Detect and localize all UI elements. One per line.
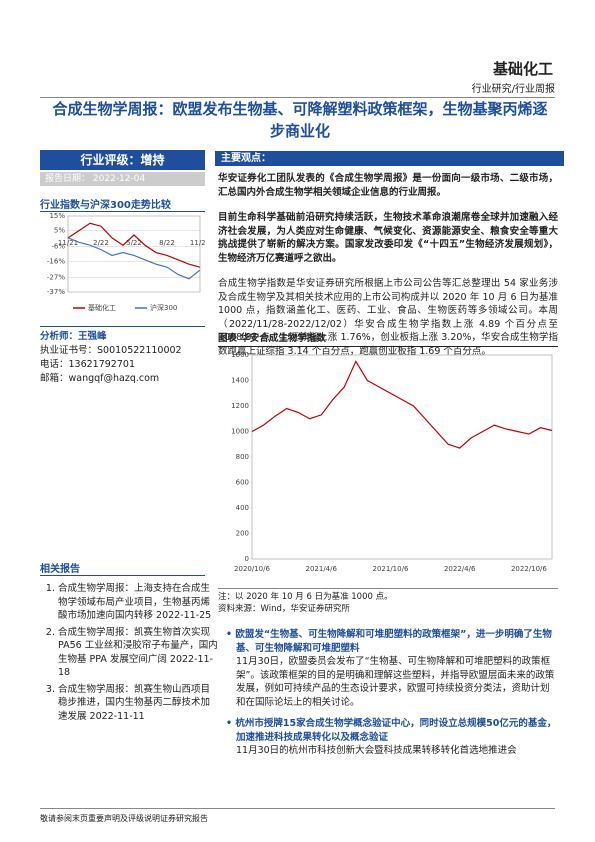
paragraph: 目前生命科学基础前沿研究持续活跃，生物技术革命浪潮席卷全球并加速融入经济社会发展… [218,212,558,264]
bullet-body: 11月30日，欧盟委员会发布了“生物基、可生物降解和可堆肥塑料的政策框架”。该政… [236,656,555,708]
x-tick-label: 5/22 [126,239,142,247]
analyst-line: 邮箱：wangqf@hazq.com [40,373,160,384]
bullet-dot: • [226,718,236,729]
bullet-heading: • 杭州市授牌15家合成生物学概念验证中心，同时设立总规模50亿元的基金，加速推… [218,717,558,744]
y-tick-label: 600 [236,479,249,487]
analyst-name: 分析师：王强峰 [40,331,107,342]
bullets: • 欧盟发“生物基、可生物降解和可堆肥塑料的政策框架”，进一步明确了生物基、可生… [218,628,558,758]
main-text: 华安证券化工团队发表的《合成生物学周报》是一份面向一级市场、二级市场，汇总国内外… [218,172,558,358]
plot-frame [67,215,201,293]
bullet-dot: • [226,629,236,640]
analyst-line: 执业证书号：S0010522110002 [40,345,182,356]
y-tick-label: -37% [47,288,65,296]
bullet-heading-text: 杭州市授牌15家合成生物学概念验证中心，同时设立总规模50亿元的基金，加速推进科… [235,718,557,743]
x-tick-label: 2021/4/6 [306,565,338,573]
legend-label: 基础化工 [88,303,116,312]
series-line [251,360,553,449]
y-tick-label: 1600 [231,351,249,359]
related-item: 合成生物学周报：凯赛生物山西项目稳步推进，国内生物基丙二醇技术加速发展 2022… [58,683,218,724]
analyst-rule [40,326,205,327]
bullet-heading-text: 欧盟发“生物基、可生物降解和可堆肥塑料的政策框架”，进一步明确了生物基、可生物降… [235,629,552,654]
sector: 基础化工 [492,60,553,78]
footer: 敬请参阅末页重要声明及评级说明证券研究报告 [40,808,555,824]
x-tick-label: 11/22 [190,239,205,247]
index-chart: 15% 5% -6% -16% -27% -37% 11/21 2/22 5/22 8/22 11/… [47,212,205,312]
related-item: 合成生物学周报：凯赛生物首次实现 PA56 工业丝和浸胶帘子布量产，国内生物基 … [58,626,218,680]
main-title: 主要观点： [215,151,564,166]
date-label: 报告日期： [45,174,91,184]
plot-frame [251,354,553,560]
y-tick-label: 800 [236,453,249,461]
figure-note: 注：以 2020 年 10 月 6 日为基准 1000 点。 资料来源：Wind… [218,588,558,615]
report-title: 合成生物学周报：欧盟发布生物基、可降解塑料政策框架，生物基聚丙烯逐步商业化 [52,100,548,140]
index-section: 行业指数与沪深300走势比较 [40,196,205,212]
related-list: 合成生物学周报：上海支持在合成生物学领域布局产业项目，生物基丙烯酸市场加速向国内… [40,582,218,723]
analyst-line: 电话：13621792701 [40,359,135,370]
index-figure: 0 200 400 600 800 1000 1200 1400 1600 2020/10/6 20… [231,351,553,573]
y-tick-label: 1200 [231,402,249,410]
note: 注：以 2020 年 10 月 6 日为基准 1000 点。 [218,592,393,602]
bullet-heading: • 欧盟发“生物基、可生物降解和可堆肥塑料的政策框架”，进一步明确了生物基、可生… [218,628,558,655]
source: 资料来源：Wind，华安证券研究所 [218,604,350,614]
x-tick-label: 2020/10/6 [234,565,270,573]
y-tick-label: -6% [51,243,65,251]
y-tick-label: 1400 [231,377,249,385]
y-tick-label: -16% [47,257,65,265]
x-tick-label: 2021/10/6 [373,565,409,573]
x-tick-label: 11/21 [58,239,78,247]
related-title: 相关报告 [40,560,205,576]
y-tick-label: 5% [54,227,65,235]
x-tick-label: 2022/10/6 [511,565,547,573]
related-item: 合成生物学周报：上海支持在合成生物学领域布局产业项目，生物基丙烯酸市场加速向国内… [58,582,218,623]
series-line [67,237,201,280]
figure-title: 图表 华安合成生物学指数 [218,330,558,347]
y-tick-label: 400 [236,504,249,512]
y-tick-label: 0 [245,555,249,563]
bullet-body: 11月30日的杭州市科技创新大会暨科技成果转移转化首选地推进会 [236,745,517,756]
category: 行业研究/行业周报 [40,80,555,98]
x-tick-label: 2022/4/6 [444,565,476,573]
y-tick-label: -27% [47,273,65,281]
series-line [67,222,201,268]
y-tick-label: 15% [49,212,65,220]
paragraph: 合成生物学指数是华安证券研究所根据上市公司公告等汇总整理出 54 家业务涉及合成… [218,278,558,357]
paragraph: 华安证券化工团队发表的《合成生物学周报》是一份面向一级市场、二级市场，汇总国内外… [218,173,558,198]
date-value: 2022-12-04 [92,174,146,184]
rating: 行业评级：增持 [40,150,205,170]
y-tick-label: 200 [236,530,249,538]
y-tick-label: 1000 [231,428,249,436]
report-date: 报告日期： 2022-12-04 [40,172,205,186]
x-tick-label: 8/22 [159,239,175,247]
legend-label: 沪深300 [150,303,177,312]
x-tick-label: 2/22 [93,239,109,247]
analyst-block: 分析师：王强峰 执业证书号：S0010522110002 电话：13621792… [40,330,182,386]
